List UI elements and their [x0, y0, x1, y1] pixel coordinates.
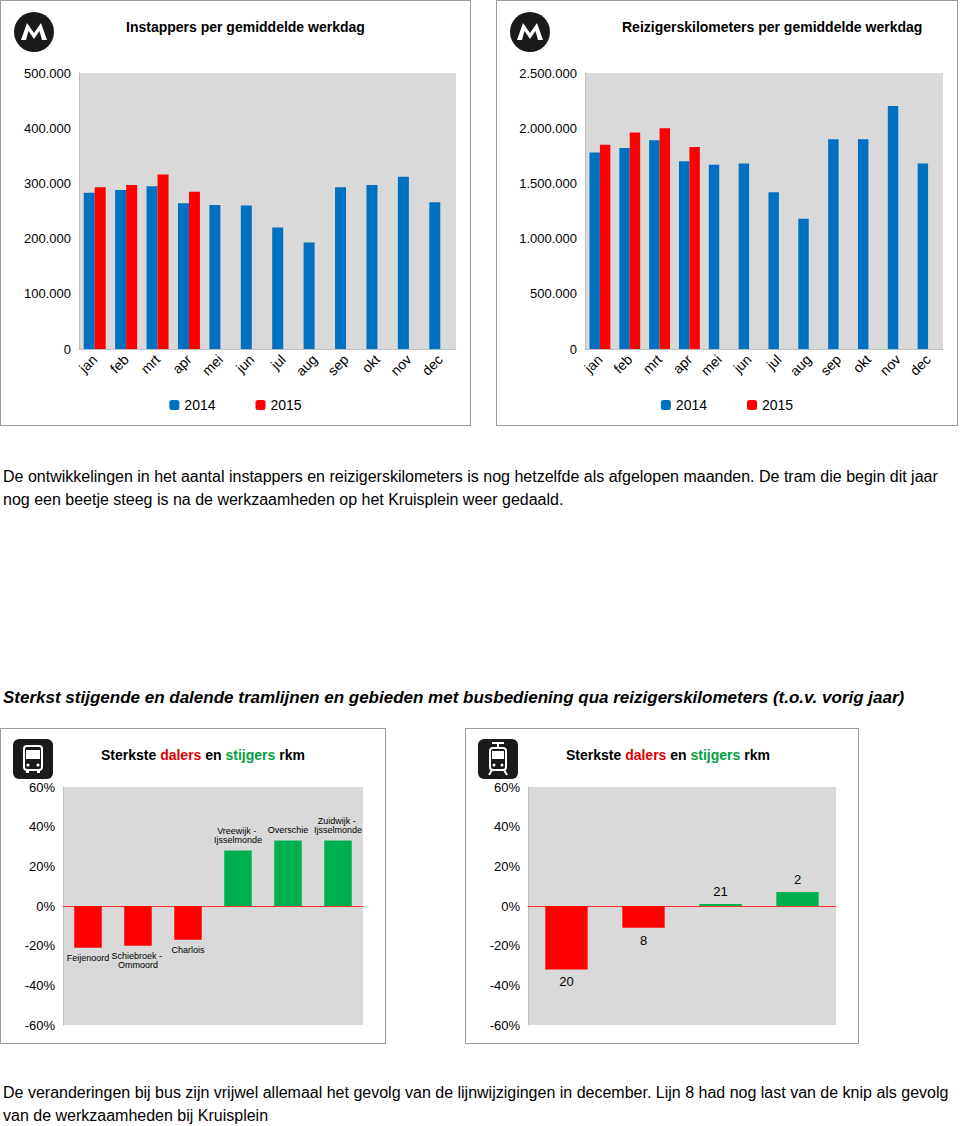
svg-text:500.000: 500.000 [530, 286, 577, 301]
svg-text:Ijsselmonde: Ijsselmonde [214, 835, 262, 845]
svg-text:20%: 20% [29, 859, 55, 874]
svg-text:mei: mei [698, 351, 725, 378]
svg-text:0: 0 [570, 342, 577, 357]
svg-text:300.000: 300.000 [24, 176, 71, 191]
svg-text:-40%: -40% [25, 978, 56, 993]
svg-text:Zuidwijk -: Zuidwijk - [317, 816, 359, 826]
svg-text:0%: 0% [36, 899, 55, 914]
svg-text:Reizigerskilometers per gemidd: Reizigerskilometers per gemiddelde werkd… [622, 19, 922, 35]
svg-text:Vreewijk -: Vreewijk - [217, 826, 259, 836]
html-text:Sterkst stijgende en dalende t: Sterkst stijgende en dalende tramlijnen … [3, 688, 905, 707]
svg-text:200.000: 200.000 [24, 231, 71, 246]
svg-text:100.000: 100.000 [24, 286, 71, 301]
svg-text:2: 2 [794, 872, 801, 887]
svg-text:en: en [670, 747, 686, 763]
svg-text:20: 20 [559, 974, 573, 989]
svg-text:stijgers: stijgers [226, 747, 276, 763]
svg-text:mrt: mrt [138, 351, 164, 377]
svg-text:2.000.000: 2.000.000 [519, 121, 577, 136]
svg-text:40%: 40% [494, 819, 520, 834]
svg-text:Feijenoord: Feijenoord [67, 953, 110, 963]
svg-text:jan: jan [580, 351, 605, 376]
svg-text:nov: nov [877, 351, 904, 378]
svg-text:400.000: 400.000 [24, 121, 71, 136]
svg-text:1.500.000: 1.500.000 [519, 176, 577, 191]
svg-text:2014: 2014 [184, 397, 215, 413]
svg-text:8: 8 [640, 933, 647, 948]
svg-text:-20%: -20% [25, 938, 56, 953]
svg-text:feb: feb [610, 351, 635, 376]
svg-text:-60%: -60% [490, 1018, 521, 1033]
svg-text:-20%: -20% [490, 938, 521, 953]
svg-text:Ijsselmonde: Ijsselmonde [314, 825, 362, 835]
svg-text:20%: 20% [494, 859, 520, 874]
svg-text:2015: 2015 [762, 397, 793, 413]
svg-text:0%: 0% [501, 899, 520, 914]
svg-text:Schiebroek -: Schiebroek - [111, 951, 165, 962]
svg-text:sep: sep [324, 351, 351, 378]
svg-text:sep: sep [817, 351, 844, 378]
svg-text:1.000.000: 1.000.000 [519, 231, 577, 246]
svg-text:Instappers per gemiddelde werk: Instappers per gemiddelde werkdag [126, 19, 365, 35]
svg-text:nov: nov [387, 351, 414, 378]
svg-text:jun: jun [232, 351, 257, 376]
svg-text:dec: dec [906, 351, 933, 378]
svg-text:Charlois: Charlois [171, 945, 205, 955]
svg-text:Ommoord: Ommoord [118, 960, 158, 970]
svg-text:okt: okt [359, 351, 384, 376]
svg-text:21: 21 [713, 884, 727, 899]
svg-text:Sterkste: Sterkste [101, 747, 156, 763]
svg-text:apr: apr [169, 351, 195, 377]
svg-text:rkm: rkm [744, 747, 770, 763]
svg-text:jan: jan [75, 351, 100, 376]
svg-text:60%: 60% [29, 780, 55, 795]
svg-text:jun: jun [730, 351, 755, 376]
svg-text:0: 0 [64, 342, 71, 357]
svg-text:2014: 2014 [676, 397, 707, 413]
svg-text:60%: 60% [494, 780, 520, 795]
svg-text:aug: aug [292, 351, 320, 379]
html-text:De ontwikkelingen in het aanta: De ontwikkelingen in het aantal instappe… [3, 468, 938, 508]
svg-text:2015: 2015 [271, 397, 302, 413]
svg-text:dec: dec [419, 351, 446, 378]
svg-text:Sterkste: Sterkste [566, 747, 621, 763]
svg-text:40%: 40% [29, 819, 55, 834]
svg-text:500.000: 500.000 [24, 66, 71, 81]
svg-text:jul: jul [267, 351, 289, 373]
svg-text:jul: jul [763, 351, 785, 373]
html-text:De veranderingen bij bus zijn: De veranderingen bij bus zijn vrijwel al… [3, 1084, 949, 1124]
svg-text:rkm: rkm [279, 747, 305, 763]
svg-text:-40%: -40% [490, 978, 521, 993]
svg-text:okt: okt [850, 351, 875, 376]
svg-text:dalers: dalers [625, 747, 666, 763]
svg-text:apr: apr [669, 351, 695, 377]
svg-text:dalers: dalers [160, 747, 201, 763]
svg-text:feb: feb [107, 351, 132, 376]
svg-text:en: en [205, 747, 221, 763]
svg-text:mrt: mrt [640, 351, 666, 377]
svg-text:aug: aug [787, 351, 815, 379]
svg-text:Overschie: Overschie [268, 825, 309, 835]
svg-text:mei: mei [199, 351, 226, 378]
svg-text:2.500.000: 2.500.000 [519, 66, 577, 81]
svg-text:stijgers: stijgers [691, 747, 741, 763]
svg-text:-60%: -60% [25, 1018, 56, 1033]
